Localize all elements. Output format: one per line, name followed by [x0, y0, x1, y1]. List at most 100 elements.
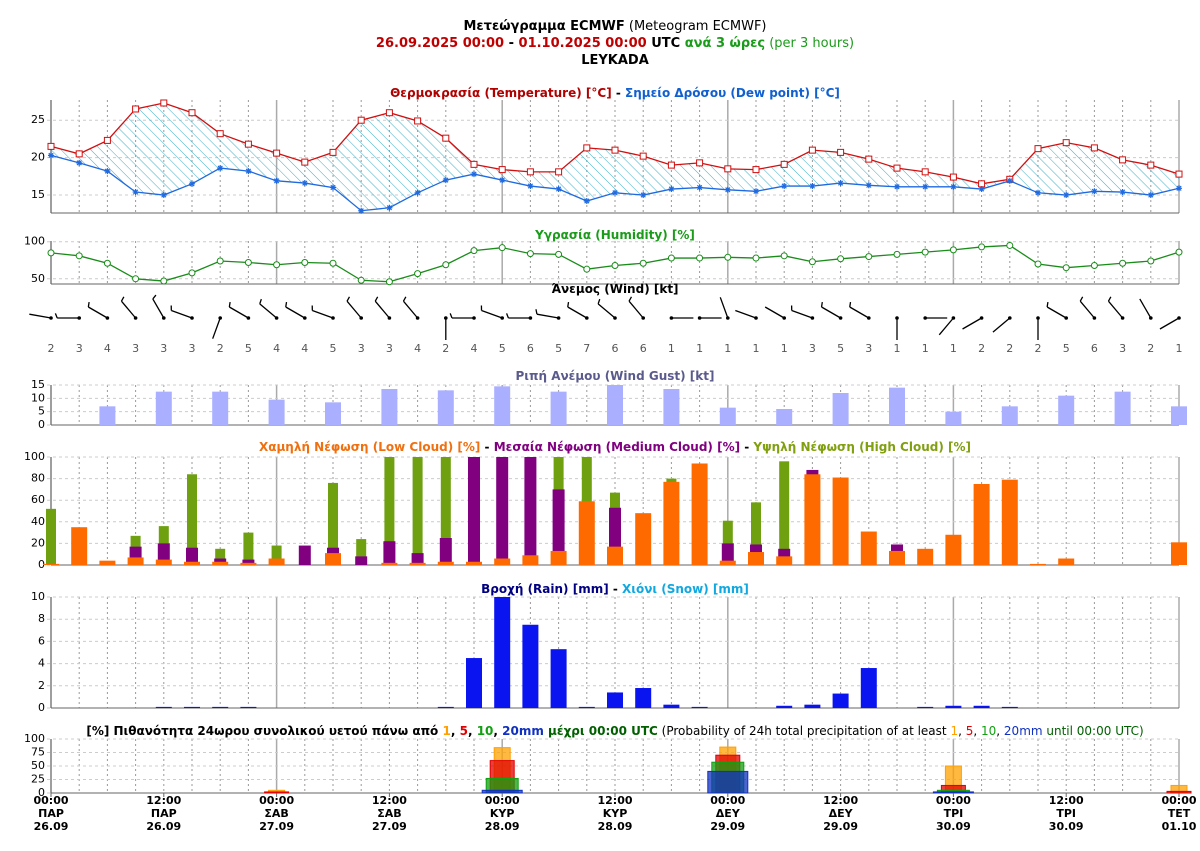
cloud-bar [187, 474, 197, 565]
y-tick-label: 100 [24, 235, 45, 248]
bar [1058, 395, 1075, 425]
wind-barb [567, 301, 588, 319]
wind-barb [449, 313, 474, 319]
title-part: Θερμοκρασία (Temperature) [°C] [390, 86, 612, 100]
panel-title: Χαμηλή Νέφωση (Low Cloud) [%] - Μεσαία Ν… [259, 440, 971, 454]
bar [578, 706, 595, 708]
marker [978, 180, 986, 188]
marker [470, 160, 478, 168]
bar [437, 706, 454, 708]
y-tick-label: 80 [31, 472, 45, 485]
cloud-bar [242, 559, 255, 565]
x-tick-label: 28.09 [598, 820, 633, 833]
wind-barb [346, 296, 362, 319]
marker [132, 105, 140, 113]
y-tick-label: 0 [38, 418, 45, 431]
marker [47, 249, 55, 257]
marker [837, 148, 845, 156]
x-tick-label: ΠΑΡ [151, 807, 177, 820]
marker [1035, 189, 1041, 196]
marker [583, 144, 591, 152]
bar [155, 706, 172, 708]
x-tick-label: ΔΕΥ [716, 807, 741, 820]
marker [357, 116, 365, 124]
marker [47, 142, 55, 150]
marker [1062, 264, 1070, 272]
marker [780, 252, 788, 260]
bar [381, 389, 398, 425]
marker [1062, 139, 1070, 147]
marker [104, 168, 111, 175]
marker [48, 152, 54, 159]
marker [555, 250, 563, 258]
wind-speed-label: 5 [1063, 342, 1070, 355]
y-tick-label: 6 [38, 634, 45, 647]
title-part: 20mm [1004, 724, 1043, 738]
marker [668, 186, 675, 193]
y-tick-label: 0 [38, 786, 45, 799]
marker [753, 188, 759, 195]
marker [301, 158, 309, 166]
wind-speed-label: 3 [76, 342, 83, 355]
wind-speed-label: 4 [414, 342, 421, 355]
wind-barb [29, 313, 52, 319]
marker [921, 168, 929, 176]
marker [949, 246, 957, 254]
wind-speed-label: 7 [583, 342, 590, 355]
cloud-bar [71, 527, 88, 565]
marker [273, 177, 280, 184]
marker [1119, 156, 1127, 164]
cloud-bar [721, 543, 734, 565]
cloud-bar [722, 520, 733, 565]
title-part: , [973, 724, 981, 738]
bar [99, 406, 116, 425]
marker [808, 258, 816, 266]
wind-speed-label: 1 [724, 342, 731, 355]
marker [189, 180, 195, 187]
title-part: 1 [950, 724, 958, 738]
wind-speed-label: 5 [330, 342, 337, 355]
title-part: (per 3 hours) [765, 36, 854, 51]
x-tick-label: 12:00 [597, 794, 632, 807]
bar [212, 391, 229, 425]
wind-speed-label: 3 [1119, 342, 1126, 355]
marker [865, 182, 872, 189]
marker [470, 247, 478, 255]
marker [583, 198, 590, 205]
y-tick-label: 15 [31, 378, 45, 391]
y-tick-label: 50 [31, 759, 45, 772]
marker [781, 183, 788, 190]
x-tick-label: 12:00 [1049, 794, 1084, 807]
marker [216, 257, 224, 265]
x-tick-label: 01.10 [1162, 820, 1197, 833]
cloud-bar [186, 547, 198, 565]
marker [667, 161, 675, 169]
wind-speed-label: 6 [527, 342, 534, 355]
marker [640, 192, 647, 199]
wind-barb [1159, 317, 1180, 330]
cloud-bar [776, 556, 793, 565]
wind-barb [764, 306, 785, 319]
title-part: , [468, 724, 477, 738]
x-tick-label: ΣΑΒ [264, 807, 288, 820]
wind-speed-label: 2 [1147, 342, 1154, 355]
cloud-bar [1001, 479, 1018, 565]
x-tick-label: 00:00 [710, 794, 745, 807]
wind-speed-label: 4 [471, 342, 478, 355]
x-tick-label: 00:00 [33, 794, 68, 807]
marker [1034, 260, 1042, 268]
wind-speed-label: 1 [1176, 342, 1183, 355]
title-part: 20mm [502, 724, 544, 738]
marker [1147, 257, 1155, 265]
marker [1090, 261, 1098, 269]
wind-barb [849, 301, 870, 319]
bar [889, 387, 905, 425]
bar [973, 705, 990, 708]
title-part: Χιόνι (Snow) [mm] [622, 582, 749, 596]
marker [385, 109, 393, 117]
cloud-bar [468, 457, 480, 565]
marker [837, 255, 845, 263]
wind-speed-label: 6 [1091, 342, 1098, 355]
title-part: Υγρασία (Humidity) [%] [534, 228, 695, 242]
marker [442, 177, 449, 184]
